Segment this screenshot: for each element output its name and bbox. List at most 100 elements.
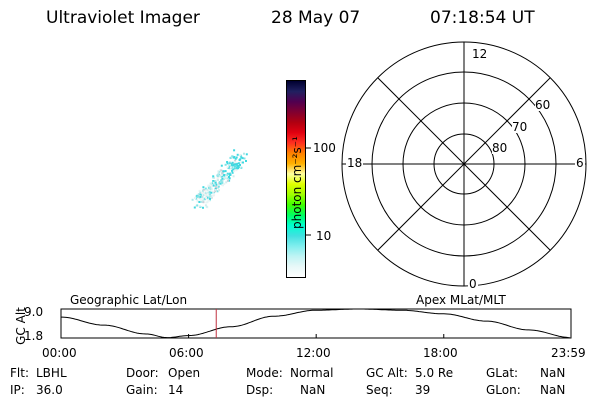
aurora-pixel bbox=[235, 169, 238, 172]
aurora-pixel bbox=[210, 186, 213, 189]
aurora-pixel bbox=[206, 201, 209, 204]
aurora-pixel bbox=[209, 194, 212, 197]
aurora-pixel bbox=[216, 190, 219, 193]
aurora-pixel bbox=[217, 187, 220, 189]
date-label: 28 May 07 bbox=[271, 8, 361, 28]
color-bar-ticks bbox=[306, 147, 311, 236]
aurora-pixel bbox=[235, 156, 238, 159]
gc-alt-label: GC Alt: bbox=[366, 366, 408, 380]
mode-value: Normal bbox=[290, 366, 334, 380]
aurora-pixel bbox=[216, 177, 219, 180]
x-tick-18-00: 18:00 bbox=[423, 346, 458, 360]
aurora-pixel bbox=[212, 184, 215, 187]
aurora-pixel bbox=[193, 206, 196, 209]
aurora-pixel bbox=[201, 191, 204, 194]
aurora-pixel bbox=[228, 177, 231, 180]
aurora-pixel bbox=[232, 168, 235, 171]
polar-diagonal-2 bbox=[377, 77, 551, 251]
aurora-pixel bbox=[239, 166, 242, 169]
aurora-pixel bbox=[226, 161, 229, 163]
aurora-pixel bbox=[226, 173, 229, 176]
aurora-pixel bbox=[194, 197, 196, 200]
aurora-pixel bbox=[235, 168, 238, 171]
aurora-pixel bbox=[200, 200, 203, 203]
aurora-pixel bbox=[224, 163, 227, 166]
aurora-pixel bbox=[214, 189, 217, 191]
aurora-pixel bbox=[232, 156, 235, 159]
lat-label-60: 60 bbox=[535, 98, 551, 112]
aurora-pixel bbox=[204, 192, 207, 195]
aurora-pixel bbox=[205, 205, 208, 208]
aurora-pixel bbox=[202, 188, 205, 191]
aurora-pixel bbox=[206, 196, 209, 199]
aurora-pixel bbox=[217, 184, 220, 186]
aurora-pixel bbox=[230, 156, 233, 159]
aurora-pixel bbox=[199, 191, 202, 194]
aurora-pixel bbox=[234, 163, 237, 166]
aurora-pixel bbox=[201, 189, 204, 192]
aurora-pixel bbox=[220, 179, 223, 182]
aurora-pixel bbox=[202, 200, 205, 202]
aurora-pixel bbox=[211, 188, 214, 191]
aurora-pixel bbox=[212, 181, 215, 184]
aurora-pixel bbox=[237, 162, 240, 165]
aurora-pixel bbox=[226, 179, 229, 182]
aurora-pixel bbox=[233, 149, 236, 152]
geo-latlon-label: Geographic Lat/Lon bbox=[70, 293, 188, 307]
aurora-pixel bbox=[220, 174, 223, 177]
aurora-pixel bbox=[203, 193, 206, 196]
dsp-value: NaN bbox=[300, 383, 326, 397]
aurora-pixel bbox=[218, 189, 220, 192]
aurora-pixel bbox=[198, 201, 201, 203]
aurora-pixel bbox=[231, 164, 234, 167]
aurora-pixel bbox=[205, 196, 208, 199]
aurora-pixel bbox=[219, 174, 222, 177]
ip-value: 36.0 bbox=[36, 383, 63, 397]
door-label: Door: bbox=[126, 366, 159, 380]
aurora-pixel bbox=[216, 176, 219, 179]
aurora-pixel bbox=[208, 192, 211, 195]
aurora-pixel bbox=[191, 198, 194, 201]
aurora-pixel bbox=[215, 186, 218, 189]
aurora-pixel bbox=[241, 157, 244, 160]
aurora-pixel bbox=[234, 166, 237, 169]
aurora-pixel bbox=[234, 160, 237, 162]
aurora-pixel bbox=[199, 193, 202, 196]
aurora-pixel bbox=[204, 187, 207, 190]
aurora-pixel bbox=[245, 153, 248, 156]
glat-value: NaN bbox=[540, 366, 566, 380]
aurora-pixel bbox=[202, 206, 204, 209]
aurora-pixel bbox=[228, 161, 231, 164]
aurora-pixel bbox=[236, 162, 239, 165]
aurora-pixel bbox=[195, 197, 198, 200]
aurora-pixel bbox=[203, 197, 206, 200]
door-value: Open bbox=[168, 366, 201, 380]
aurora-pixel bbox=[202, 201, 205, 204]
aurora-pixel bbox=[212, 180, 215, 182]
aurora-pixel bbox=[205, 195, 208, 198]
aurora-pixel bbox=[202, 198, 205, 201]
aurora-pixel bbox=[239, 154, 242, 157]
aurora-pixel bbox=[226, 172, 229, 175]
aurora-pixel bbox=[212, 175, 215, 178]
aurora-pixel bbox=[218, 182, 221, 185]
glon-label: GLon: bbox=[486, 383, 521, 397]
aurora-pixel bbox=[198, 189, 201, 192]
aurora-pixel bbox=[230, 166, 233, 169]
x-tick-00-00: 00:00 bbox=[42, 346, 77, 360]
aurora-pixel bbox=[228, 176, 230, 178]
aurora-pixel bbox=[209, 193, 212, 196]
lat-label-80: 80 bbox=[492, 141, 508, 155]
aurora-pixel bbox=[235, 166, 238, 169]
aurora-pixel bbox=[207, 194, 210, 197]
aurora-pixel bbox=[214, 187, 217, 190]
aurora-pixel bbox=[198, 205, 201, 208]
aurora-pixel bbox=[239, 161, 242, 164]
aurora-pixel bbox=[206, 191, 209, 194]
aurora-pixel bbox=[197, 193, 200, 196]
aurora-pixel bbox=[223, 182, 226, 185]
aurora-pixel bbox=[233, 161, 236, 164]
aurora-pixel bbox=[210, 185, 213, 188]
aurora-pixel bbox=[231, 161, 234, 164]
